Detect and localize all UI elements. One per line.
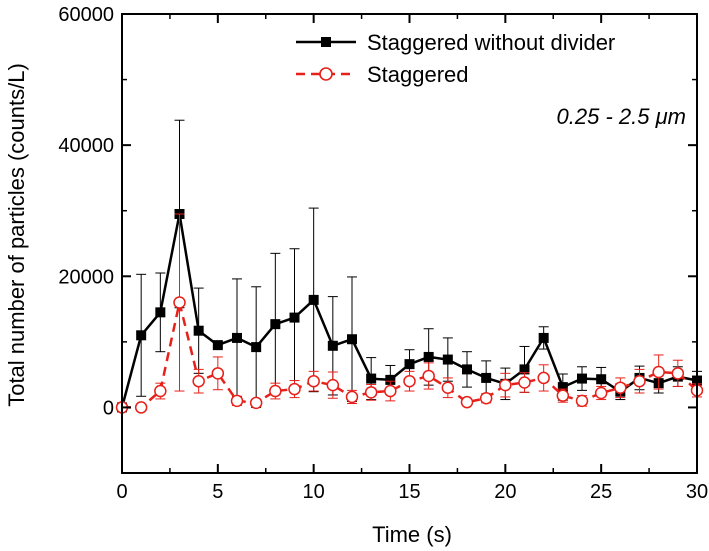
data-point-staggered-without-divider <box>423 351 434 362</box>
data-point-staggered-without-divider <box>193 325 204 336</box>
data-point-staggered-without-divider <box>462 364 472 375</box>
axes-layer: 0 5 10 15 20 25 30 0 20000 40000 60000 <box>58 4 708 503</box>
data-point-staggered <box>594 386 608 400</box>
data-point-staggered-without-divider <box>385 374 396 385</box>
data-point-staggered-without-divider <box>289 312 300 323</box>
data-point-staggered-without-divider <box>404 359 415 370</box>
legend-label-staggered-without-divider: Staggered without divider <box>367 30 615 55</box>
data-point-staggered <box>211 367 225 380</box>
data-point-staggered-without-divider <box>212 340 223 351</box>
data-point-staggered <box>269 384 282 398</box>
data-point-staggered <box>364 386 378 399</box>
data-point-staggered-without-divider <box>557 382 568 393</box>
data-point-staggered-without-divider <box>327 340 338 351</box>
legend-marker-staggered-without-divider <box>321 37 331 47</box>
data-point-staggered-without-divider <box>577 373 587 384</box>
data-point-staggered <box>422 369 435 383</box>
data-point-staggered <box>154 384 167 398</box>
y-tick-label: 20000 <box>58 266 114 288</box>
data-point-staggered <box>345 390 359 404</box>
data-point-staggered-without-divider <box>155 307 166 318</box>
data-point-staggered-without-divider <box>232 332 242 343</box>
series-layer <box>115 119 704 414</box>
series-staggered-without-divider <box>117 119 702 413</box>
data-point-staggered-without-divider <box>442 354 453 365</box>
x-axis-title: Time (s) <box>372 522 452 547</box>
x-tick-label: 10 <box>303 481 325 503</box>
data-point-staggered-without-divider <box>251 342 262 353</box>
data-point-staggered <box>192 374 205 388</box>
data-point-staggered-without-divider <box>347 334 357 345</box>
data-point-staggered <box>575 394 589 408</box>
data-point-staggered <box>479 391 493 405</box>
data-point-staggered <box>441 381 455 395</box>
data-point-staggered <box>556 389 570 402</box>
data-point-staggered-without-divider <box>538 332 549 343</box>
data-point-staggered <box>307 374 320 388</box>
x-tick-label: 5 <box>212 481 223 503</box>
x-tick-label: 20 <box>494 481 516 503</box>
data-point-staggered-without-divider <box>270 319 281 330</box>
y-axis-title: Total number of particles (counts/L) <box>4 63 29 407</box>
data-point-staggered <box>671 367 685 380</box>
data-point-staggered <box>230 394 244 408</box>
data-point-staggered <box>460 395 474 409</box>
x-tick-label: 0 <box>116 481 127 503</box>
data-point-staggered <box>173 296 186 309</box>
series-staggered <box>115 213 704 414</box>
data-point-staggered <box>134 401 148 414</box>
data-point-staggered <box>537 371 550 385</box>
data-point-staggered <box>652 365 665 379</box>
x-tick-label: 15 <box>398 481 420 503</box>
y-tick-label: 60000 <box>58 4 114 26</box>
data-point-staggered-without-divider <box>136 330 147 341</box>
data-point-staggered <box>326 378 340 392</box>
data-point-staggered <box>633 374 646 388</box>
data-point-staggered <box>249 396 263 410</box>
data-point-staggered <box>499 378 512 392</box>
y-tick-label: 40000 <box>58 135 114 157</box>
legend-label-staggered: Staggered <box>367 62 469 87</box>
legend-marker-staggered <box>319 67 333 81</box>
data-point-staggered <box>614 381 627 395</box>
y-tick-label: 0 <box>103 397 114 419</box>
data-point-staggered-without-divider <box>596 374 607 385</box>
x-tick-label: 25 <box>590 481 612 503</box>
data-point-staggered-without-divider <box>519 364 530 375</box>
data-point-staggered-without-divider <box>481 372 492 383</box>
data-point-staggered-without-divider <box>366 373 377 384</box>
data-point-staggered <box>518 376 531 389</box>
data-point-staggered <box>288 382 301 396</box>
size-range-annotation: 0.25 - 2.5 μm <box>557 104 686 129</box>
data-point-staggered <box>384 384 397 398</box>
data-point-staggered <box>403 374 416 388</box>
legend: Staggered without divider Staggered <box>296 30 615 87</box>
x-tick-label: 30 <box>686 481 708 503</box>
data-point-staggered-without-divider <box>308 294 319 305</box>
